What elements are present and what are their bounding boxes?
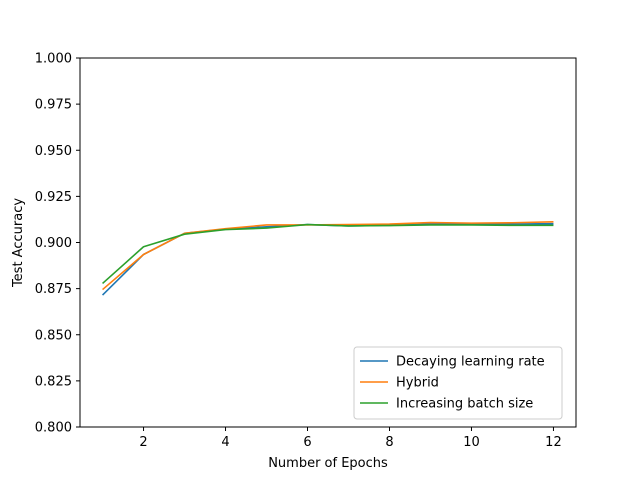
x-axis-label: Number of Epochs	[268, 456, 388, 471]
y-tick-label: 0.825	[35, 374, 72, 389]
y-axis-label: Test Accuracy	[11, 198, 26, 288]
x-axis-ticks: 2 4 6 8 10 12	[139, 427, 562, 450]
x-tick-label: 6	[303, 435, 311, 450]
series-line-2	[102, 223, 554, 285]
y-tick-label: 0.925	[35, 190, 72, 205]
series-line-1	[102, 221, 554, 291]
y-axis-ticks: 0.800 0.825 0.850 0.875 0.900 0.925 0.950 0.975…	[35, 52, 80, 436]
y-tick-label: 0.800	[35, 421, 72, 436]
y-tick-label: 0.875	[35, 282, 72, 297]
series-line-0	[101, 222, 554, 296]
y-tick-label: 0.950	[35, 144, 72, 159]
legend: Decaying learning rate Hybrid Increasing b…	[353, 346, 563, 420]
legend-label: Hybrid	[396, 376, 439, 391]
legend-label: Decaying learning rate	[396, 355, 545, 370]
x-tick-label: 12	[545, 435, 562, 450]
legend-label: Increasing batch size	[396, 397, 533, 412]
x-tick-label: 8	[385, 435, 393, 450]
plot-lines	[101, 221, 554, 296]
x-tick-label: 4	[221, 435, 229, 450]
y-tick-label: 0.850	[35, 328, 72, 343]
y-tick-label: 1.000	[35, 52, 72, 67]
x-tick-label: 10	[463, 435, 480, 450]
legend-box	[353, 346, 563, 420]
x-tick-label: 2	[139, 435, 147, 450]
y-tick-label: 0.900	[35, 236, 72, 251]
y-tick-label: 0.975	[35, 98, 72, 113]
